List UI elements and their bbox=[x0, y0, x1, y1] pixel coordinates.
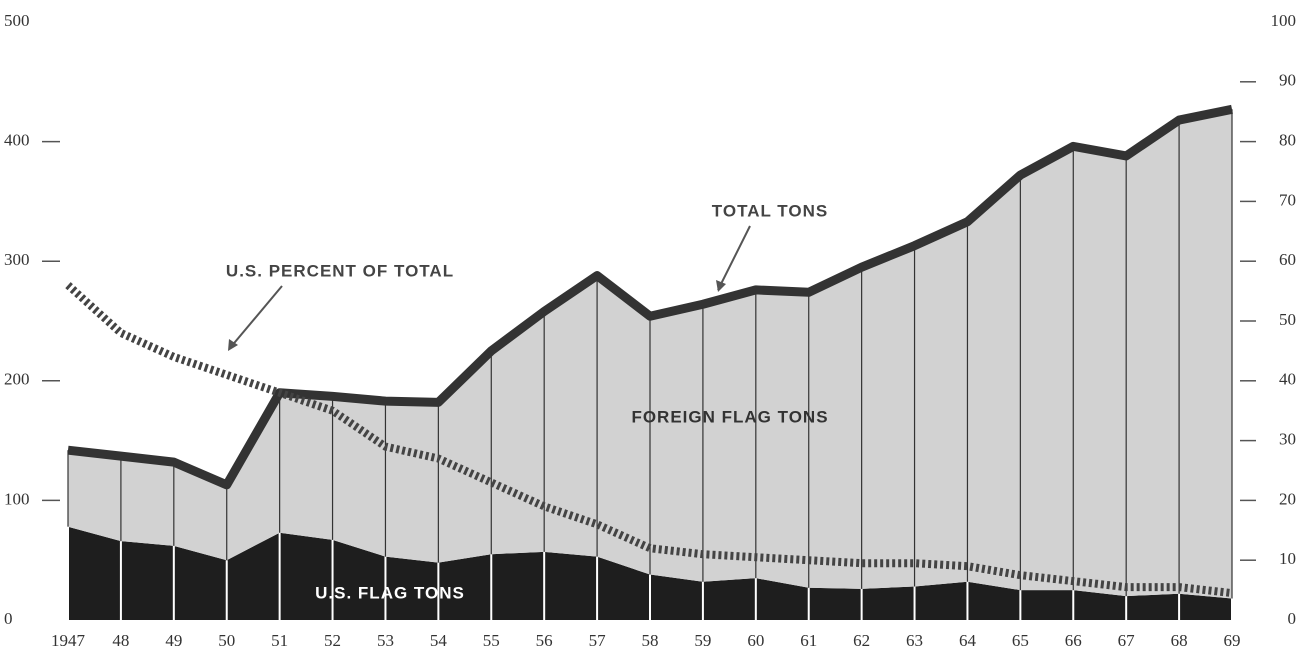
y-tick-label: 0 bbox=[4, 609, 13, 628]
series-label: FOREIGN FLAG TONS bbox=[631, 407, 828, 426]
annotation-arrow bbox=[717, 225, 751, 291]
x-tick-label: 68 bbox=[1171, 631, 1188, 650]
y2-tick-label: 100 bbox=[1271, 11, 1297, 30]
x-tick-label: 59 bbox=[694, 631, 711, 650]
x-tick-label: 69 bbox=[1224, 631, 1241, 650]
arrow-head bbox=[228, 339, 238, 351]
y2-tick-label: 20 bbox=[1279, 489, 1296, 508]
x-tick-label: 64 bbox=[959, 631, 977, 650]
y-tick-label: 200 bbox=[4, 370, 30, 389]
x-tick-label: 58 bbox=[642, 631, 659, 650]
x-tick-label: 55 bbox=[483, 631, 500, 650]
y2-tick-label: 10 bbox=[1279, 549, 1296, 568]
x-tick-label: 65 bbox=[1012, 631, 1029, 650]
y2-tick-label: 60 bbox=[1279, 250, 1296, 269]
percent-line bbox=[65, 282, 1233, 598]
y-tick-label: 400 bbox=[4, 131, 30, 150]
x-tick-label: 62 bbox=[853, 631, 870, 650]
x-tick-label: 56 bbox=[536, 631, 553, 650]
x-tick-label: 52 bbox=[324, 631, 341, 650]
x-tick-label: 60 bbox=[747, 631, 764, 650]
y2-tick-label: 70 bbox=[1279, 190, 1296, 209]
y2-tick-label: 40 bbox=[1279, 370, 1296, 389]
x-tick-label: 50 bbox=[218, 631, 235, 650]
x-tick-label: 51 bbox=[271, 631, 288, 650]
x-tick-label: 53 bbox=[377, 631, 394, 650]
area bbox=[68, 526, 1232, 620]
y2-tick-label: 0 bbox=[1288, 609, 1297, 628]
x-tick-label: 1947 bbox=[51, 631, 86, 650]
x-tick-label: 54 bbox=[430, 631, 448, 650]
y2-tick-label: 50 bbox=[1279, 310, 1296, 329]
annotation: TOTAL TONS bbox=[712, 201, 828, 220]
x-tick-label: 67 bbox=[1118, 631, 1136, 650]
series-label: U.S. PERCENT OF TOTAL bbox=[226, 261, 454, 280]
arrow-head bbox=[716, 280, 726, 292]
x-tick-label: 57 bbox=[589, 631, 607, 650]
y2-tick-label: 90 bbox=[1279, 71, 1296, 90]
x-tick-label: 66 bbox=[1065, 631, 1082, 650]
y2-tick-label: 30 bbox=[1279, 430, 1296, 449]
y-tick-label: 300 bbox=[4, 250, 30, 269]
y-tick-label: 100 bbox=[4, 489, 30, 508]
x-tick-label: 48 bbox=[112, 631, 129, 650]
y-tick-label: 500 bbox=[4, 11, 30, 30]
series-label: U.S. FLAG TONS bbox=[315, 583, 465, 602]
plot-area bbox=[65, 104, 1233, 620]
x-tick-label: 61 bbox=[800, 631, 817, 650]
total-line bbox=[67, 104, 1233, 490]
x-tick-label: 49 bbox=[165, 631, 182, 650]
annotation-arrow bbox=[229, 285, 283, 349]
y2-tick-label: 80 bbox=[1279, 131, 1296, 150]
x-tick-label: 63 bbox=[906, 631, 923, 650]
